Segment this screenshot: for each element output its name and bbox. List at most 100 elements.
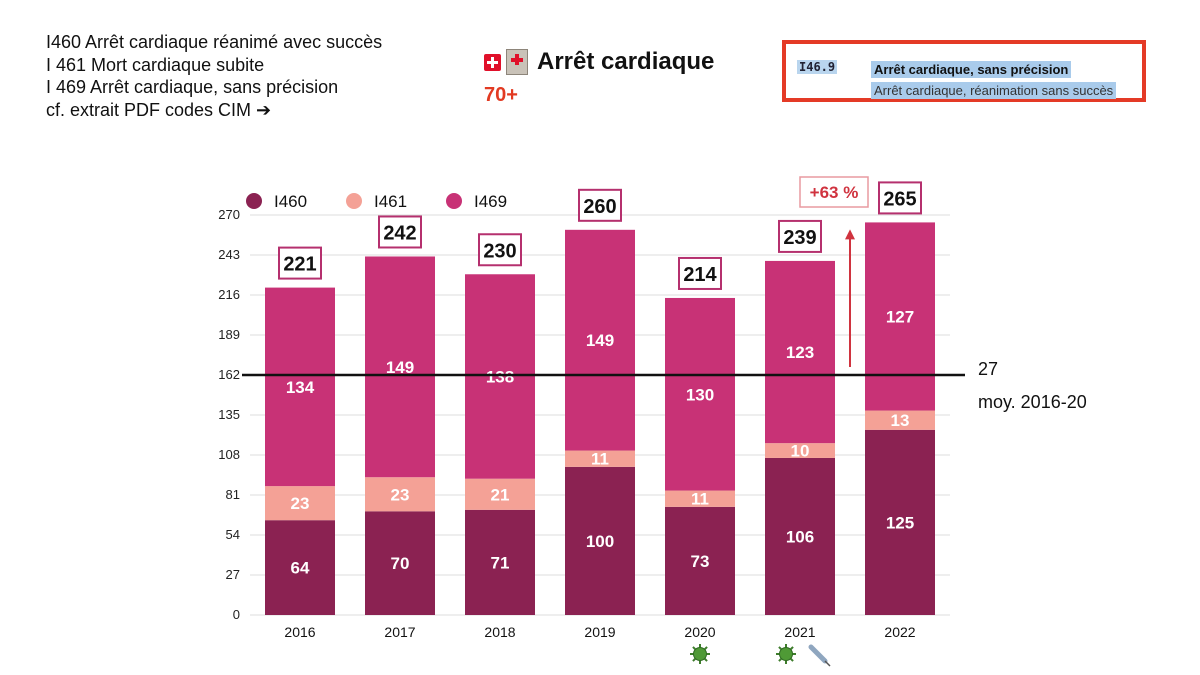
bar-segment-i461 [365,477,435,512]
bar-segment-i460 [665,506,735,615]
y-tick-label: 0 [233,607,240,622]
icd-code: I46.9 [797,60,838,74]
bar-value-label: 149 [586,331,614,350]
x-tick-label: 2020 [684,624,715,640]
bar-value-label: 23 [291,494,310,513]
virus-icon [779,647,793,661]
note-i460: I460 Arrêt cardiaque réanimé avec succès [46,32,383,52]
x-tick-label: 2016 [284,624,315,640]
legend-label-i461: I461 [374,192,407,211]
total-value-label: 265 [883,188,916,210]
bar-segment-i461 [265,486,335,521]
note-i461: I 461 Mort cardiaque subite [46,54,265,75]
total-label-box [678,256,722,290]
bar-value-label: 11 [591,450,609,469]
bar-value-label: 134 [286,378,315,397]
x-tick-label: 2022 [884,624,915,640]
y-tick-label: 54 [226,527,240,542]
x-tick-label: 2017 [384,624,415,640]
total-label-box [278,246,322,280]
legend-swatch-i461 [346,193,362,209]
syringe-icon-needle [824,660,831,667]
total-label-box [578,188,622,222]
total-value-label: 260 [583,196,616,218]
bar-value-label: 71 [491,553,510,572]
x-tick-label: 2018 [484,624,515,640]
note-pdf-reference: cf. extrait PDF codes CIM ➔ [46,99,272,120]
bar-segment-i460 [365,511,435,615]
total-value-label: 239 [783,227,816,249]
legend-swatch-i460 [246,193,262,209]
y-tick-label: 243 [218,247,240,262]
bar-value-label: 23 [391,485,410,504]
bar-value-label: 106 [786,527,814,546]
bar-value-label: 149 [386,358,414,377]
bar-value-label: 138 [486,367,514,386]
chart-header: Arrêt cardiaque 70+ [484,48,714,107]
total-value-label: 230 [483,240,516,262]
x-tick-label: 2021 [784,624,815,640]
code-notes: I460 Arrêt cardiaque réanimé avec succès… [46,31,382,121]
bar-segment-i469 [365,256,435,478]
bar-segment-i469 [665,297,735,491]
total-label-box [378,215,422,249]
total-label-box [478,233,522,267]
bar-value-label: 64 [291,559,310,578]
bar-segment-i461 [865,410,935,430]
bar-value-label: 127 [886,307,914,326]
total-value-label: 214 [683,264,717,286]
bar-segment-i461 [665,490,735,507]
x-tick-label: 2019 [584,624,615,640]
total-value-label: 242 [383,222,416,244]
bar-value-label: 70 [391,554,410,573]
legend-label-i460: I460 [274,192,307,211]
bar-segment-i460 [865,429,935,615]
bar-segment-i469 [465,274,535,479]
icd-description-sub: Arrêt cardiaque, réanimation sans succès [871,82,1117,99]
total-label-box [878,181,922,215]
hospital-icon [506,49,528,75]
icd-excerpt-box: I46.9 Arrêt cardiaque, sans précision Ar… [782,40,1146,102]
bar-value-label: 11 [691,490,709,509]
total-label-box [778,219,822,253]
y-tick-label: 108 [218,447,240,462]
bar-segment-i461 [765,443,835,458]
bar-value-label: 21 [491,485,510,504]
virus-icon [693,647,707,661]
reference-line-label: 27 [978,359,998,379]
age-group-label: 70+ [484,84,518,106]
bar-value-label: 130 [686,385,714,404]
bar-segment-i469 [765,260,835,444]
swiss-flag-icon [484,53,501,71]
bar-value-label: 73 [691,552,710,571]
bar-segment-i460 [565,466,635,615]
icd-description-main: Arrêt cardiaque, sans précision [871,61,1072,78]
bar-segment-i460 [465,509,535,615]
y-tick-label: 27 [226,567,240,582]
bar-value-label: 10 [791,442,810,461]
legend-swatch-i469 [446,193,462,209]
bar-value-label: 100 [586,532,614,551]
total-value-label: 221 [283,254,316,276]
y-tick-label: 162 [218,367,240,382]
syringe-icon [808,644,828,664]
y-tick-label: 81 [226,487,240,502]
y-tick-label: 189 [218,327,240,342]
growth-label: +63 % [810,183,859,202]
bar-segment-i461 [565,450,635,467]
y-tick-label: 216 [218,287,240,302]
bar-segment-i461 [465,478,535,510]
chart-title: Arrêt cardiaque [537,48,715,75]
bar-segment-i469 [865,222,935,411]
bar-value-label: 123 [786,343,814,362]
note-i469: I 469 Arrêt cardiaque, sans précision [46,77,339,97]
bar-segment-i469 [565,229,635,451]
bar-value-label: 125 [886,513,914,532]
bar-segment-i469 [265,287,335,487]
bar-segment-i460 [765,457,835,615]
bar-segment-i460 [265,520,335,615]
y-tick-label: 270 [218,207,240,222]
bar-value-label: 13 [891,411,910,430]
legend-label-i469: I469 [474,192,507,211]
